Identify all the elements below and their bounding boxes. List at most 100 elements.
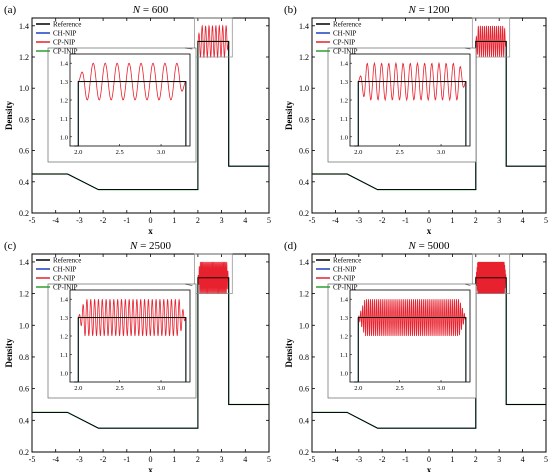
inset-y-tick-label: 1.4	[60, 297, 69, 304]
inset-x-tick-label: 2.0	[74, 149, 82, 156]
y-tick-label: 1.4	[299, 22, 309, 31]
inset-x-tick-label: 2.5	[396, 385, 404, 392]
y-tick-label: 0.2	[19, 209, 29, 218]
x-tick-label: 0	[427, 455, 431, 464]
x-tick-label: 0	[149, 216, 153, 225]
legend-label: CP-NIP	[333, 39, 355, 47]
zoom-box	[193, 17, 233, 58]
x-tick-label: -1	[402, 455, 409, 464]
legend-label: CP-INIP	[333, 48, 358, 56]
y-tick-label: 1.2	[19, 53, 29, 62]
x-tick-label: 5	[544, 216, 548, 225]
inset-x-tick-label: 3.0	[437, 149, 445, 156]
x-tick-label: -1	[402, 216, 409, 225]
series-reference	[312, 277, 546, 429]
x-tick-label: 2	[474, 455, 478, 464]
x-tick-label: -2	[100, 216, 107, 225]
legend-label: Reference	[333, 21, 361, 29]
x-tick-label: -2	[379, 455, 386, 464]
x-tick-label: -3	[355, 216, 362, 225]
y-axis-label: Density	[284, 338, 294, 367]
inset-y-tick-label: 1.4	[340, 297, 349, 304]
inset-x-tick-label: 2.0	[354, 149, 362, 156]
x-tick-label: 5	[544, 455, 548, 464]
legend-label: CH-NIP	[53, 266, 76, 274]
inset-y-tick-label: 1.3	[60, 315, 68, 322]
legend-label: Reference	[53, 257, 81, 265]
inset-y-tick-label: 1.0	[60, 134, 68, 141]
x-tick-label: -1	[123, 455, 130, 464]
inset-y-tick-label: 1.2	[60, 98, 68, 105]
panel-1: -5 -4 -3 -2 -1 0 1 2 3 4 5 0.2 0.4 0.6 0.8 1.0 1.2 1.4 x De…	[284, 4, 548, 236]
legend-label: CH-NIP	[333, 30, 356, 38]
panel-label: (d)	[284, 240, 297, 252]
x-tick-label: 3	[497, 455, 501, 464]
y-tick-label: 0.6	[19, 385, 29, 394]
y-tick-label: 1.0	[299, 84, 309, 93]
x-tick-label: 2	[474, 216, 478, 225]
x-tick-label: 1	[172, 455, 176, 464]
panel-label: (a)	[4, 4, 17, 16]
panel-title: N = 2500	[129, 240, 172, 252]
inset-y-tick-label: 1.3	[60, 79, 68, 86]
y-tick-label: 0.2	[299, 209, 309, 218]
inset-x-tick-label: 3.0	[157, 149, 165, 156]
x-tick-label: 0	[149, 455, 153, 464]
legend-label: Reference	[53, 21, 81, 29]
x-tick-label: -5	[29, 216, 36, 225]
inset-y-tick-label: 1.1	[60, 352, 68, 359]
x-tick-label: -4	[332, 216, 339, 225]
inset-y-tick-label: 1.2	[60, 334, 68, 341]
x-tick-label: 4	[243, 216, 247, 225]
zoom-arrow	[184, 47, 193, 50]
series-reference	[32, 40, 269, 191]
zoom-arrow	[464, 283, 471, 286]
inset-x-tick-label: 2.5	[116, 149, 124, 156]
x-tick-label: 1	[450, 216, 454, 225]
inset-y-tick-label: 1.0	[340, 134, 348, 141]
zoom-box	[471, 17, 511, 58]
legend-label: CP-NIP	[53, 39, 75, 47]
x-tick-label: 3	[220, 216, 224, 225]
zoom-arrow	[184, 283, 193, 286]
y-tick-label: 1.0	[19, 84, 29, 93]
y-tick-label: 1.2	[299, 53, 309, 62]
x-tick-label: 5	[267, 455, 271, 464]
y-tick-label: 1.2	[19, 290, 29, 299]
inset-frame	[47, 47, 197, 163]
y-tick-label: 0.4	[19, 416, 29, 425]
x-tick-label: -3	[76, 216, 83, 225]
inset-x-tick-label: 2.0	[74, 385, 82, 392]
inset-y-tick-label: 1.0	[60, 370, 68, 377]
y-tick-label: 1.2	[299, 290, 309, 299]
series-reference	[312, 40, 546, 191]
x-tick-label: 0	[427, 216, 431, 225]
inset-series-reference	[354, 81, 467, 147]
y-tick-label: 1.4	[19, 258, 29, 267]
legend-label: CP-INIP	[53, 48, 78, 56]
y-tick-label: 0.6	[299, 385, 309, 394]
x-tick-label: -4	[52, 455, 59, 464]
x-tick-label: -4	[332, 455, 339, 464]
title-symbol: N	[132, 4, 143, 16]
legend-label: CP-INIP	[53, 284, 78, 292]
zoom-box	[471, 253, 511, 294]
title-symbol: N	[407, 240, 418, 252]
x-tick-label: -1	[123, 216, 130, 225]
inset-series-reference	[354, 317, 467, 383]
zoom-arrow	[464, 47, 471, 50]
title-symbol: N	[129, 240, 140, 252]
y-tick-label: 0.8	[299, 115, 309, 124]
y-tick-label: 0.2	[299, 448, 309, 457]
inset-y-tick-label: 1.1	[60, 116, 68, 123]
x-tick-label: 3	[220, 455, 224, 464]
x-tick-label: 2	[196, 455, 200, 464]
x-tick-label: 3	[497, 216, 501, 225]
y-tick-label: 1.0	[19, 321, 29, 330]
inset-y-tick-label: 1.3	[340, 315, 348, 322]
inset-y-tick-label: 1.1	[340, 352, 348, 359]
x-tick-label: -2	[379, 216, 386, 225]
title-value: = 600	[143, 4, 169, 16]
panel-label: (b)	[284, 4, 297, 16]
x-axis-label: x	[148, 226, 153, 236]
